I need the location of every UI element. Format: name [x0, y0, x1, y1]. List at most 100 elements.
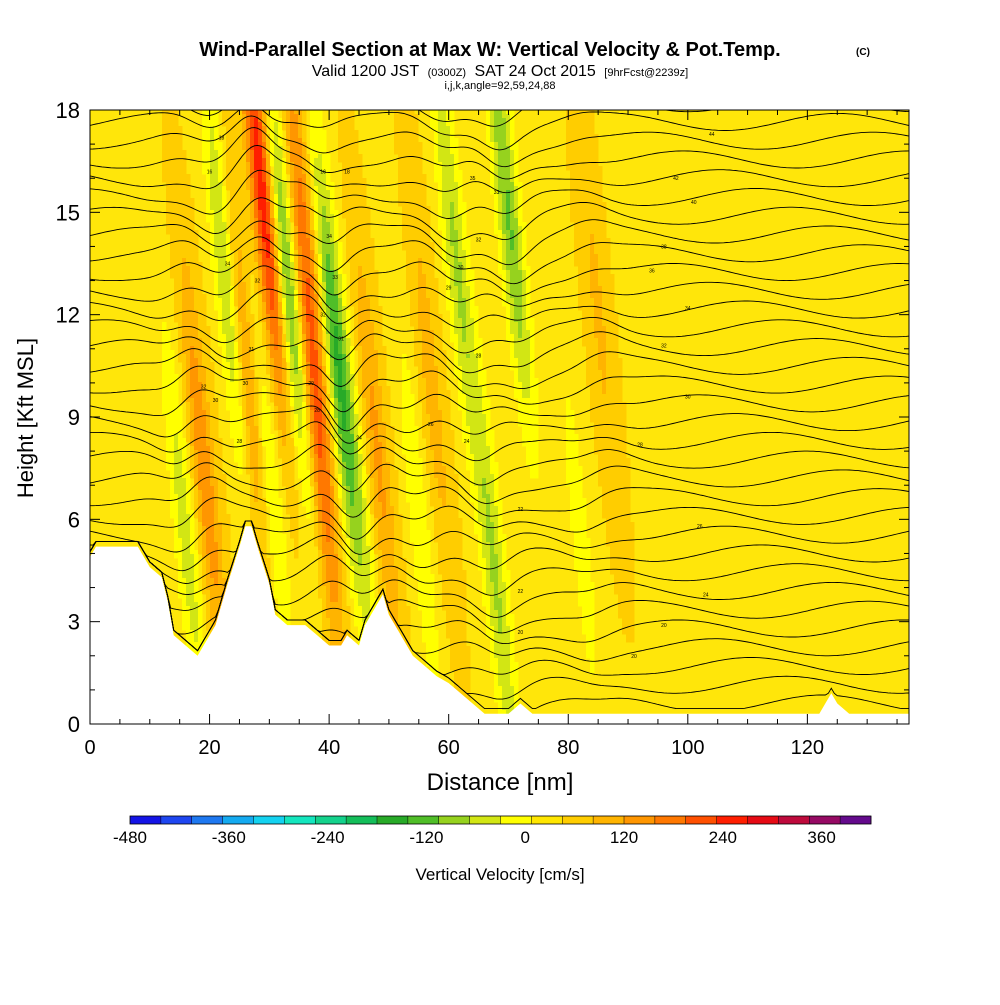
w-cell [422, 294, 427, 299]
w-cell [310, 282, 315, 287]
w-cell [598, 306, 603, 311]
w-cell [590, 258, 595, 263]
w-cell [334, 382, 339, 387]
w-cell [350, 222, 355, 227]
w-cell [286, 318, 291, 323]
w-cell [522, 314, 527, 319]
w-cell [490, 158, 495, 163]
w-cell [462, 278, 467, 283]
w-cell [346, 226, 351, 231]
w-cell [278, 122, 283, 127]
w-cell [302, 246, 307, 251]
w-cell [318, 350, 323, 355]
w-cell [598, 310, 603, 315]
w-cell [406, 190, 411, 195]
w-cell [598, 298, 603, 303]
w-cell [414, 262, 419, 267]
w-cell [446, 170, 451, 175]
w-cell [438, 382, 443, 387]
w-cell [514, 290, 519, 295]
w-cell [370, 254, 375, 259]
w-cell [246, 154, 251, 159]
w-cell [190, 210, 195, 215]
w-cell [290, 338, 295, 343]
w-cell [230, 302, 235, 307]
w-cell [290, 290, 295, 295]
w-cell [430, 318, 435, 323]
w-cell [374, 310, 379, 315]
w-cell [586, 338, 591, 343]
w-cell [438, 378, 443, 383]
w-cell [494, 206, 499, 211]
w-cell [218, 278, 223, 283]
w-cell [278, 118, 283, 123]
w-cell [242, 266, 247, 271]
w-cell [410, 118, 415, 123]
w-cell [474, 326, 479, 331]
w-cell [298, 318, 303, 323]
w-cell [250, 166, 255, 171]
w-cell [322, 290, 327, 295]
w-cell [458, 246, 463, 251]
chart-title: Wind-Parallel Section at Max W: Vertical… [199, 39, 780, 61]
w-cell [186, 186, 191, 191]
w-cell [238, 186, 243, 191]
w-cell [454, 342, 459, 347]
w-cell [446, 242, 451, 247]
w-cell [282, 242, 287, 247]
w-cell [266, 330, 271, 335]
w-cell [458, 214, 463, 219]
w-cell [218, 250, 223, 255]
w-cell [590, 114, 595, 119]
w-cell [514, 234, 519, 239]
w-cell [194, 350, 199, 355]
w-cell [198, 330, 203, 335]
w-cell [278, 382, 283, 387]
w-cell [230, 318, 235, 323]
w-cell [310, 118, 315, 123]
w-cell [578, 290, 583, 295]
w-cell [294, 266, 299, 271]
w-cell [426, 270, 431, 275]
w-cell [578, 182, 583, 187]
w-cell [570, 218, 575, 223]
w-cell [334, 246, 339, 251]
w-cell [218, 262, 223, 267]
w-cell [494, 146, 499, 151]
w-cell [326, 206, 331, 211]
w-cell [294, 346, 299, 351]
w-cell [222, 326, 227, 331]
w-cell [346, 178, 351, 183]
w-cell [250, 366, 255, 371]
w-cell [170, 130, 175, 135]
w-cell [250, 262, 255, 267]
w-cell [234, 350, 239, 355]
w-cell [270, 206, 275, 211]
w-cell [274, 170, 279, 175]
w-cell [222, 294, 227, 299]
w-cell [366, 282, 371, 287]
w-cell [470, 346, 475, 351]
w-cell [582, 162, 587, 167]
w-cell [394, 146, 399, 151]
w-cell [350, 242, 355, 247]
w-cell [514, 162, 519, 167]
w-cell [286, 266, 291, 271]
w-cell [610, 278, 615, 283]
w-cell [598, 210, 603, 215]
w-cell [518, 234, 523, 239]
w-cell [254, 278, 259, 283]
w-cell [174, 258, 179, 263]
w-cell [342, 206, 347, 211]
w-cell [434, 350, 439, 355]
w-cell [282, 282, 287, 287]
w-cell [314, 226, 319, 231]
w-cell [302, 198, 307, 203]
w-cell [578, 270, 583, 275]
w-cell [294, 382, 299, 387]
w-cell [414, 194, 419, 199]
w-cell [226, 146, 231, 151]
w-cell [350, 362, 355, 367]
w-cell [586, 162, 591, 167]
w-cell [202, 146, 207, 151]
